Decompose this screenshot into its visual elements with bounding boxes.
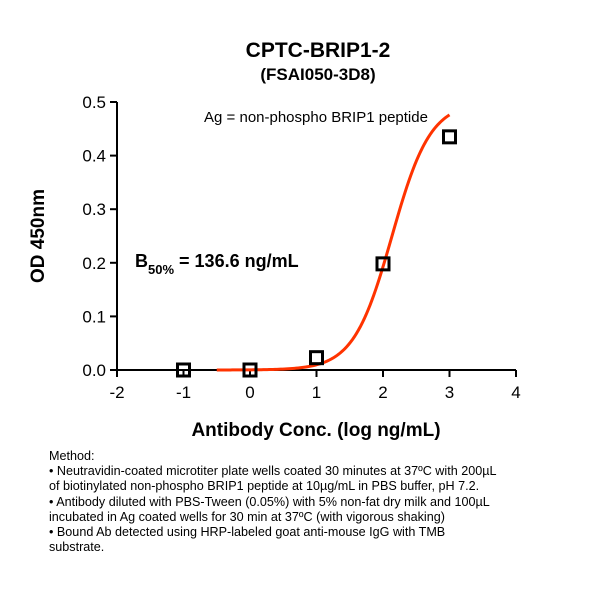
- method-line: • Bound Ab detected using HRP-labeled go…: [49, 525, 446, 540]
- x-tick-label: 0: [245, 383, 254, 402]
- data-point: [176, 362, 191, 378]
- method-line: • Neutravidin-coated microtiter plate we…: [49, 464, 497, 479]
- y-tick-label: 0.3: [82, 200, 106, 219]
- x-tick-label: -2: [109, 383, 124, 402]
- b50-value: = 136.6 ng/mL: [174, 251, 299, 271]
- x-tick-label: 2: [378, 383, 387, 402]
- y-tick-label: 0.1: [82, 307, 106, 326]
- y-axis-label: OD 450nm: [28, 189, 49, 283]
- chart: CPTC-BRIP1-2 (FSAI050-3D8) OD 450nm Anti…: [28, 39, 521, 441]
- x-tick-label: -1: [176, 383, 191, 402]
- fit-curve-group: [216, 113, 451, 372]
- data-point: [375, 256, 391, 272]
- method-heading: Method:: [49, 449, 95, 463]
- x-axis-label: Antibody Conc. (log ng/mL): [191, 420, 440, 441]
- y-tick-label: 0.2: [82, 254, 106, 273]
- fit-curve: [216, 113, 451, 372]
- chart-title: CPTC-BRIP1-2: [246, 39, 391, 62]
- y-tick-label: 0.4: [82, 147, 106, 166]
- data-point: [442, 129, 457, 145]
- data-point: [309, 350, 324, 366]
- chart-subtitle: (FSAI050-3D8): [260, 65, 375, 84]
- b50-main: B: [135, 251, 148, 271]
- x-ticks: -2 -1 0 1 2 3 4: [109, 370, 521, 402]
- data-points: [176, 129, 457, 378]
- method-line: incubated in Ag coated wells for 30 min …: [49, 509, 445, 524]
- method-line: substrate.: [49, 540, 105, 555]
- x-tick-label: 4: [511, 383, 520, 402]
- x-tick-label: 1: [312, 383, 321, 402]
- antigen-annotation: Ag = non-phospho BRIP1 peptide: [204, 109, 428, 126]
- b50-subscript: 50%: [148, 262, 174, 277]
- y-tick-label: 0.5: [82, 93, 106, 112]
- x-tick-label: 3: [445, 383, 454, 402]
- method-line: of biotinylated non-phospho BRIP1 peptid…: [49, 479, 480, 494]
- method-lines: • Neutravidin-coated microtiter plate we…: [49, 464, 589, 555]
- data-point: [242, 362, 258, 378]
- y-tick-label: 0.0: [82, 361, 106, 380]
- method-line: • Antibody diluted with PBS-Tween (0.05%…: [49, 494, 490, 509]
- method-notes: Method: • Neutravidin-coated microtiter …: [49, 449, 589, 555]
- y-ticks: 0.0 0.1 0.2 0.3 0.4 0.5: [82, 93, 117, 380]
- b50-label: B50% = 136.6 ng/mL: [135, 251, 299, 277]
